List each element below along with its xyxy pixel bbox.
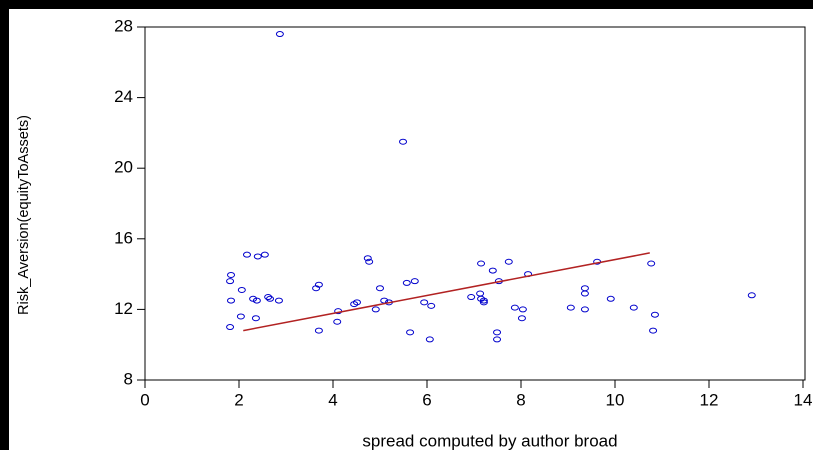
data-point (479, 299, 488, 306)
window-border-left (0, 0, 9, 450)
data-point (226, 324, 235, 331)
data-point (488, 267, 497, 274)
data-point (476, 290, 485, 297)
data-point (647, 260, 656, 267)
data-point (467, 294, 476, 301)
data-point (477, 260, 486, 267)
data-point (420, 299, 429, 306)
data-point (350, 301, 359, 308)
data-point (650, 311, 659, 318)
data-point (566, 304, 575, 311)
data-point (479, 297, 488, 304)
x-tick-label: 6 (422, 390, 431, 409)
data-point (406, 329, 415, 336)
data-point (493, 329, 502, 336)
data-point (504, 258, 513, 265)
data-point (266, 295, 275, 302)
plot-frame (144, 26, 806, 381)
data-point (253, 253, 262, 260)
data-point (606, 295, 615, 302)
y-axis-label: Risk_Aversion(equityToAssets) (15, 115, 32, 315)
y-tick-label: 12 (114, 299, 133, 318)
data-point (510, 304, 519, 311)
data-point (371, 306, 380, 313)
x-axis-label: spread computed by author broad (362, 431, 617, 450)
data-point (517, 315, 526, 322)
data-point (399, 138, 408, 145)
y-tick-label: 20 (114, 158, 133, 177)
data-point (580, 285, 589, 292)
fit-line (243, 252, 650, 332)
x-tick-label: 12 (700, 390, 719, 409)
data-point (227, 297, 236, 304)
data-point (629, 304, 638, 311)
data-point (264, 294, 273, 301)
data-point (312, 285, 321, 292)
data-point (251, 315, 260, 322)
y-tick-label: 8 (124, 369, 133, 388)
data-point (427, 302, 436, 309)
x-tick-label: 10 (606, 390, 625, 409)
y-tick-label: 16 (114, 228, 133, 247)
data-point (260, 251, 269, 258)
data-point (518, 306, 527, 313)
data-point (227, 271, 236, 278)
data-point (275, 31, 284, 38)
x-tick-label: 8 (516, 390, 525, 409)
data-point (274, 297, 283, 304)
data-point (580, 306, 589, 313)
data-point (236, 313, 245, 320)
data-point (365, 258, 374, 265)
data-point (226, 278, 235, 285)
data-point (580, 290, 589, 297)
data-point (333, 318, 342, 325)
x-tick-label: 4 (328, 390, 337, 409)
data-point (402, 279, 411, 286)
data-point (425, 336, 434, 343)
data-point (242, 251, 251, 258)
data-point (747, 292, 756, 299)
data-point (649, 327, 658, 334)
data-point (252, 297, 261, 304)
data-point (237, 286, 246, 293)
y-tick-label: 24 (114, 87, 133, 106)
y-tick-label: 28 (114, 16, 133, 35)
window-border-top (0, 0, 813, 9)
x-tick-label: 14 (794, 390, 813, 409)
data-point (493, 336, 502, 343)
data-point (410, 278, 419, 285)
data-point (314, 327, 323, 334)
data-point (352, 299, 361, 306)
data-point (376, 285, 384, 292)
x-tick-label: 2 (234, 390, 243, 409)
data-point (363, 255, 372, 262)
x-tick-label: 0 (140, 390, 149, 409)
